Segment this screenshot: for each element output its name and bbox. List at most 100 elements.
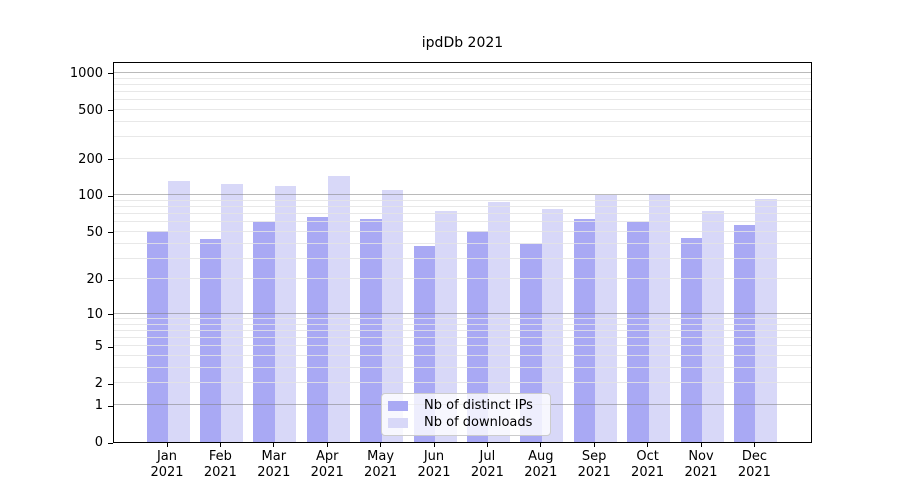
x-tick-label: Feb 2021 (203, 449, 237, 480)
bar-downloads (221, 183, 243, 442)
y-tick (108, 110, 113, 112)
bar-distinct-ips (466, 230, 489, 442)
gridline-minor (114, 278, 811, 280)
x-tick-label: Dec 2021 (737, 449, 771, 480)
x-tick-label: Jan 2021 (150, 449, 184, 480)
gridline-major (114, 71, 811, 73)
gridline-minor (114, 345, 811, 347)
gridline-minor (114, 337, 811, 338)
y-tick-label: 50 (86, 224, 103, 240)
y-tick-label: 10 (86, 306, 103, 322)
bar-downloads (435, 211, 457, 442)
gridline-minor (114, 136, 811, 138)
x-tick (753, 443, 755, 447)
y-tick (108, 442, 113, 444)
gridline-minor (114, 120, 811, 122)
y-tick (108, 195, 113, 197)
x-tick (593, 443, 595, 447)
gridline-minor (114, 323, 811, 325)
y-tick-label: 1000 (69, 65, 103, 81)
gridline-minor (114, 77, 811, 79)
gridline-minor (114, 99, 811, 101)
x-tick-label: Apr 2021 (310, 449, 344, 480)
legend-entry: Nb of downloads (388, 415, 544, 431)
y-tick-label: 0 (94, 435, 103, 450)
bar-distinct-ips (306, 217, 329, 442)
x-tick (540, 443, 542, 447)
y-tick (108, 232, 113, 234)
x-tick-label: Aug 2021 (524, 449, 558, 480)
gridline-minor (114, 257, 811, 259)
x-tick (273, 443, 275, 447)
gridline-minor (114, 329, 811, 331)
bar-distinct-ips (253, 221, 275, 442)
y-tick-label: 2 (94, 376, 103, 392)
gridline-minor (114, 108, 811, 110)
bar-downloads (755, 198, 777, 442)
bar-downloads (328, 175, 350, 442)
bar-distinct-ips (199, 238, 222, 442)
gridline-major (114, 312, 811, 314)
x-tick-label: Mar 2021 (257, 449, 291, 480)
gridline-major (114, 194, 811, 196)
gridline-minor (114, 382, 811, 384)
y-tick (108, 405, 113, 407)
x-tick (219, 443, 221, 447)
y-tick (108, 159, 113, 161)
y-tick (108, 314, 113, 316)
y-tick-label: 1 (94, 398, 103, 413)
x-tick (486, 443, 488, 447)
gridline-minor (114, 366, 811, 368)
x-tick-label: May 2021 (364, 449, 398, 480)
bar-downloads (702, 210, 724, 442)
legend: Nb of distinct IPs Nb of downloads (381, 393, 551, 436)
legend-swatch (388, 400, 408, 411)
gridline-minor (114, 230, 811, 232)
legend-swatch (388, 418, 408, 429)
x-tick-label: Oct 2021 (631, 449, 665, 480)
plot-area: Nb of distinct IPs Nb of downloads (113, 62, 812, 443)
x-tick (380, 443, 382, 447)
gridline-minor (114, 213, 811, 215)
x-tick-label: Jul 2021 (470, 449, 504, 480)
x-tick-label: Jun 2021 (417, 449, 451, 480)
gridline-minor (114, 242, 811, 244)
gridline-minor (114, 157, 811, 159)
y-tick (108, 73, 113, 75)
y-tick-label: 20 (86, 272, 103, 288)
bar-downloads (488, 202, 510, 442)
bar-distinct-ips (520, 243, 542, 442)
bar-downloads (168, 181, 190, 442)
gridline-minor (114, 206, 811, 208)
y-tick-label: 500 (78, 102, 103, 118)
x-tick (326, 443, 328, 447)
y-tick-label: 100 (78, 188, 103, 204)
y-tick-label: 200 (78, 151, 103, 167)
legend-label: Nb of downloads (424, 415, 533, 431)
x-tick (700, 443, 702, 447)
bar-downloads (274, 185, 297, 442)
bar-distinct-ips (627, 221, 649, 442)
bar-downloads (541, 209, 564, 442)
y-tick (108, 279, 113, 281)
gridline-minor (114, 200, 811, 201)
legend-label: Nb of distinct IPs (424, 397, 533, 413)
x-tick (433, 443, 435, 447)
bar-downloads (648, 193, 671, 442)
x-tick-label: Nov 2021 (684, 449, 718, 480)
grid-layer (114, 63, 811, 442)
bar-distinct-ips (146, 230, 168, 442)
gridline-minor (114, 90, 811, 92)
gridline-minor (114, 221, 811, 223)
gridline-minor (114, 83, 811, 85)
bar-distinct-ips (680, 237, 702, 442)
legend-entry: Nb of distinct IPs (388, 398, 544, 414)
bar-downloads (381, 190, 404, 442)
y-tick (108, 346, 113, 348)
chart-title: ipdDb 2021 (421, 35, 504, 51)
y-tick-label: 5 (94, 339, 103, 355)
x-tick-label: Sep 2021 (577, 449, 611, 480)
x-tick (647, 443, 649, 447)
y-tick (108, 383, 113, 385)
